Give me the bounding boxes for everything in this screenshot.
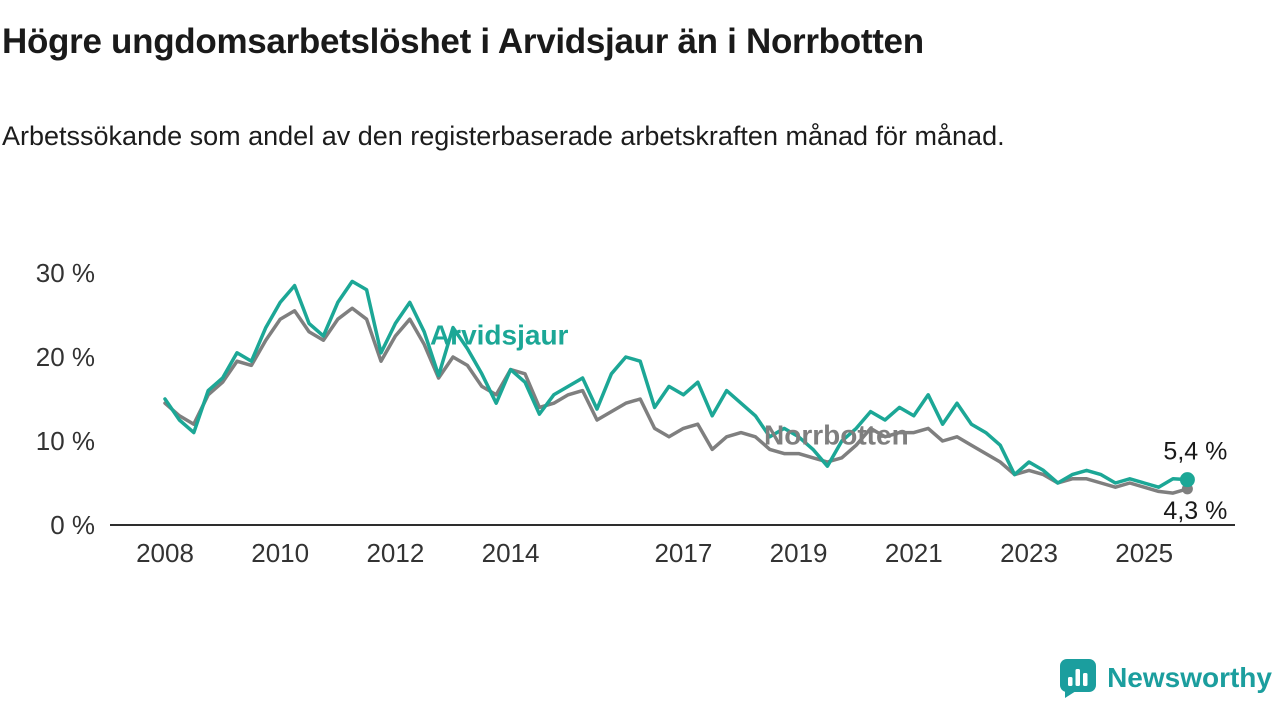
- x-tick-label: 2019: [770, 538, 828, 568]
- x-tick-label: 2014: [482, 538, 540, 568]
- series-end-dot-arvidsjaur: [1179, 472, 1195, 488]
- x-tick-label: 2012: [366, 538, 424, 568]
- newsworthy-logo-icon: [1060, 659, 1097, 698]
- end-value-label-arvidsjaur: 5,4 %: [1163, 438, 1227, 466]
- series-name-label-arvidsjaur: Arvidsjaur: [430, 319, 569, 350]
- newsworthy-logo: Newsworthy: [1058, 658, 1272, 698]
- page-title: Högre ungdomsarbetslöshet i Arvidsjaur ä…: [2, 22, 924, 61]
- x-tick-label: 2017: [654, 538, 712, 568]
- y-tick-label: 20 %: [36, 342, 95, 372]
- series-line-arvidsjaur: [163, 279, 1190, 489]
- series-name-label-norrbotten: Norrbotten: [764, 419, 909, 450]
- y-tick-label: 10 %: [36, 426, 95, 456]
- end-value-label-norrbotten: 4,3 %: [1163, 497, 1227, 525]
- newsworthy-logo-text: Newsworthy: [1107, 662, 1272, 693]
- x-tick-label: 2008: [136, 538, 194, 568]
- y-tick-label: 0 %: [50, 510, 95, 540]
- x-tick-label: 2025: [1115, 538, 1173, 568]
- page-subtitle: Arbetssökande som andel av den registerb…: [2, 121, 1005, 151]
- y-tick-label: 30 %: [36, 258, 95, 288]
- x-tick-label: 2023: [1000, 538, 1058, 568]
- x-tick-label: 2010: [251, 538, 309, 568]
- x-tick-label: 2021: [885, 538, 943, 568]
